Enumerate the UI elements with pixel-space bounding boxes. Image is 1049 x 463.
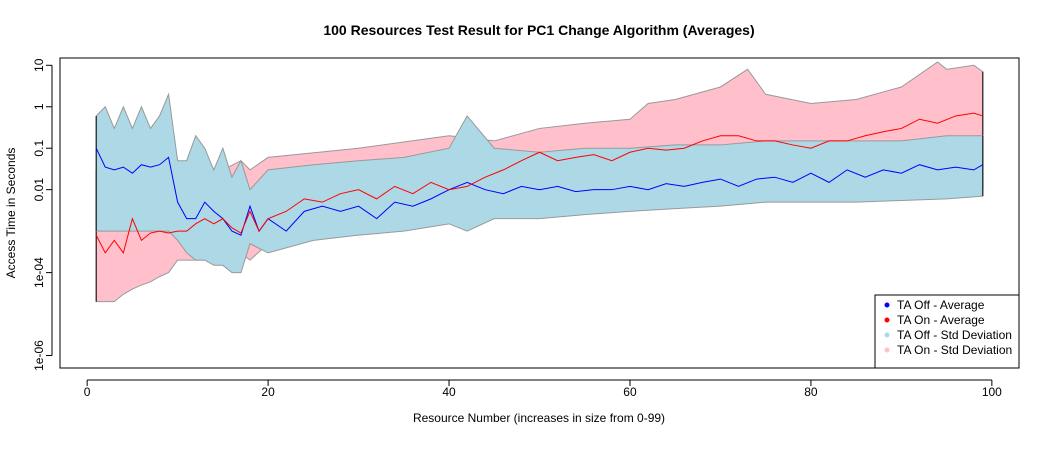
y-axis-label: Access Time in Seconds	[4, 148, 18, 279]
legend-label-3: TA On - Std Deviation	[897, 343, 1012, 357]
x-tick-label-2: 40	[442, 385, 456, 399]
x-tick-label-3: 60	[623, 385, 637, 399]
x-tick-label-4: 80	[804, 385, 818, 399]
x-axis: 0 20 40 60 80 100	[84, 379, 1002, 399]
legend-marker-0	[884, 302, 890, 308]
legend-marker-2	[884, 332, 890, 338]
average-lines	[95, 112, 984, 254]
y-tick-label-4: 1	[32, 103, 46, 110]
y-axis: 1e-06 1e-04 0.01 0.1 1 10	[32, 58, 53, 371]
chart-title: 100 Resources Test Result for PC1 Change…	[323, 22, 754, 38]
legend-label-2: TA Off - Std Deviation	[897, 328, 1012, 342]
series-line-0	[95, 148, 984, 236]
y-tick-label-2: 0.01	[32, 178, 46, 202]
legend-box	[874, 294, 1020, 369]
series-line-1	[95, 112, 983, 254]
legend-label-0: TA Off - Average	[897, 298, 985, 312]
y-tick-label-1: 1e-04	[32, 257, 46, 288]
x-tick-label-1: 20	[261, 385, 275, 399]
y-tick-label-3: 0.1	[32, 140, 46, 157]
x-tick-label-5: 100	[982, 385, 1002, 399]
y-tick-label-0: 1e-06	[32, 340, 46, 371]
legend-marker-1	[884, 317, 890, 323]
x-tick-label-0: 0	[84, 385, 91, 399]
y-tick-label-5: 10	[32, 58, 46, 72]
legend-marker-3	[884, 347, 890, 353]
plot-frame	[59, 57, 1020, 369]
legend-label-1: TA On - Average	[897, 313, 985, 327]
x-axis-label: Resource Number (increases in size from …	[413, 411, 665, 425]
std-deviation-bands	[95, 61, 984, 303]
